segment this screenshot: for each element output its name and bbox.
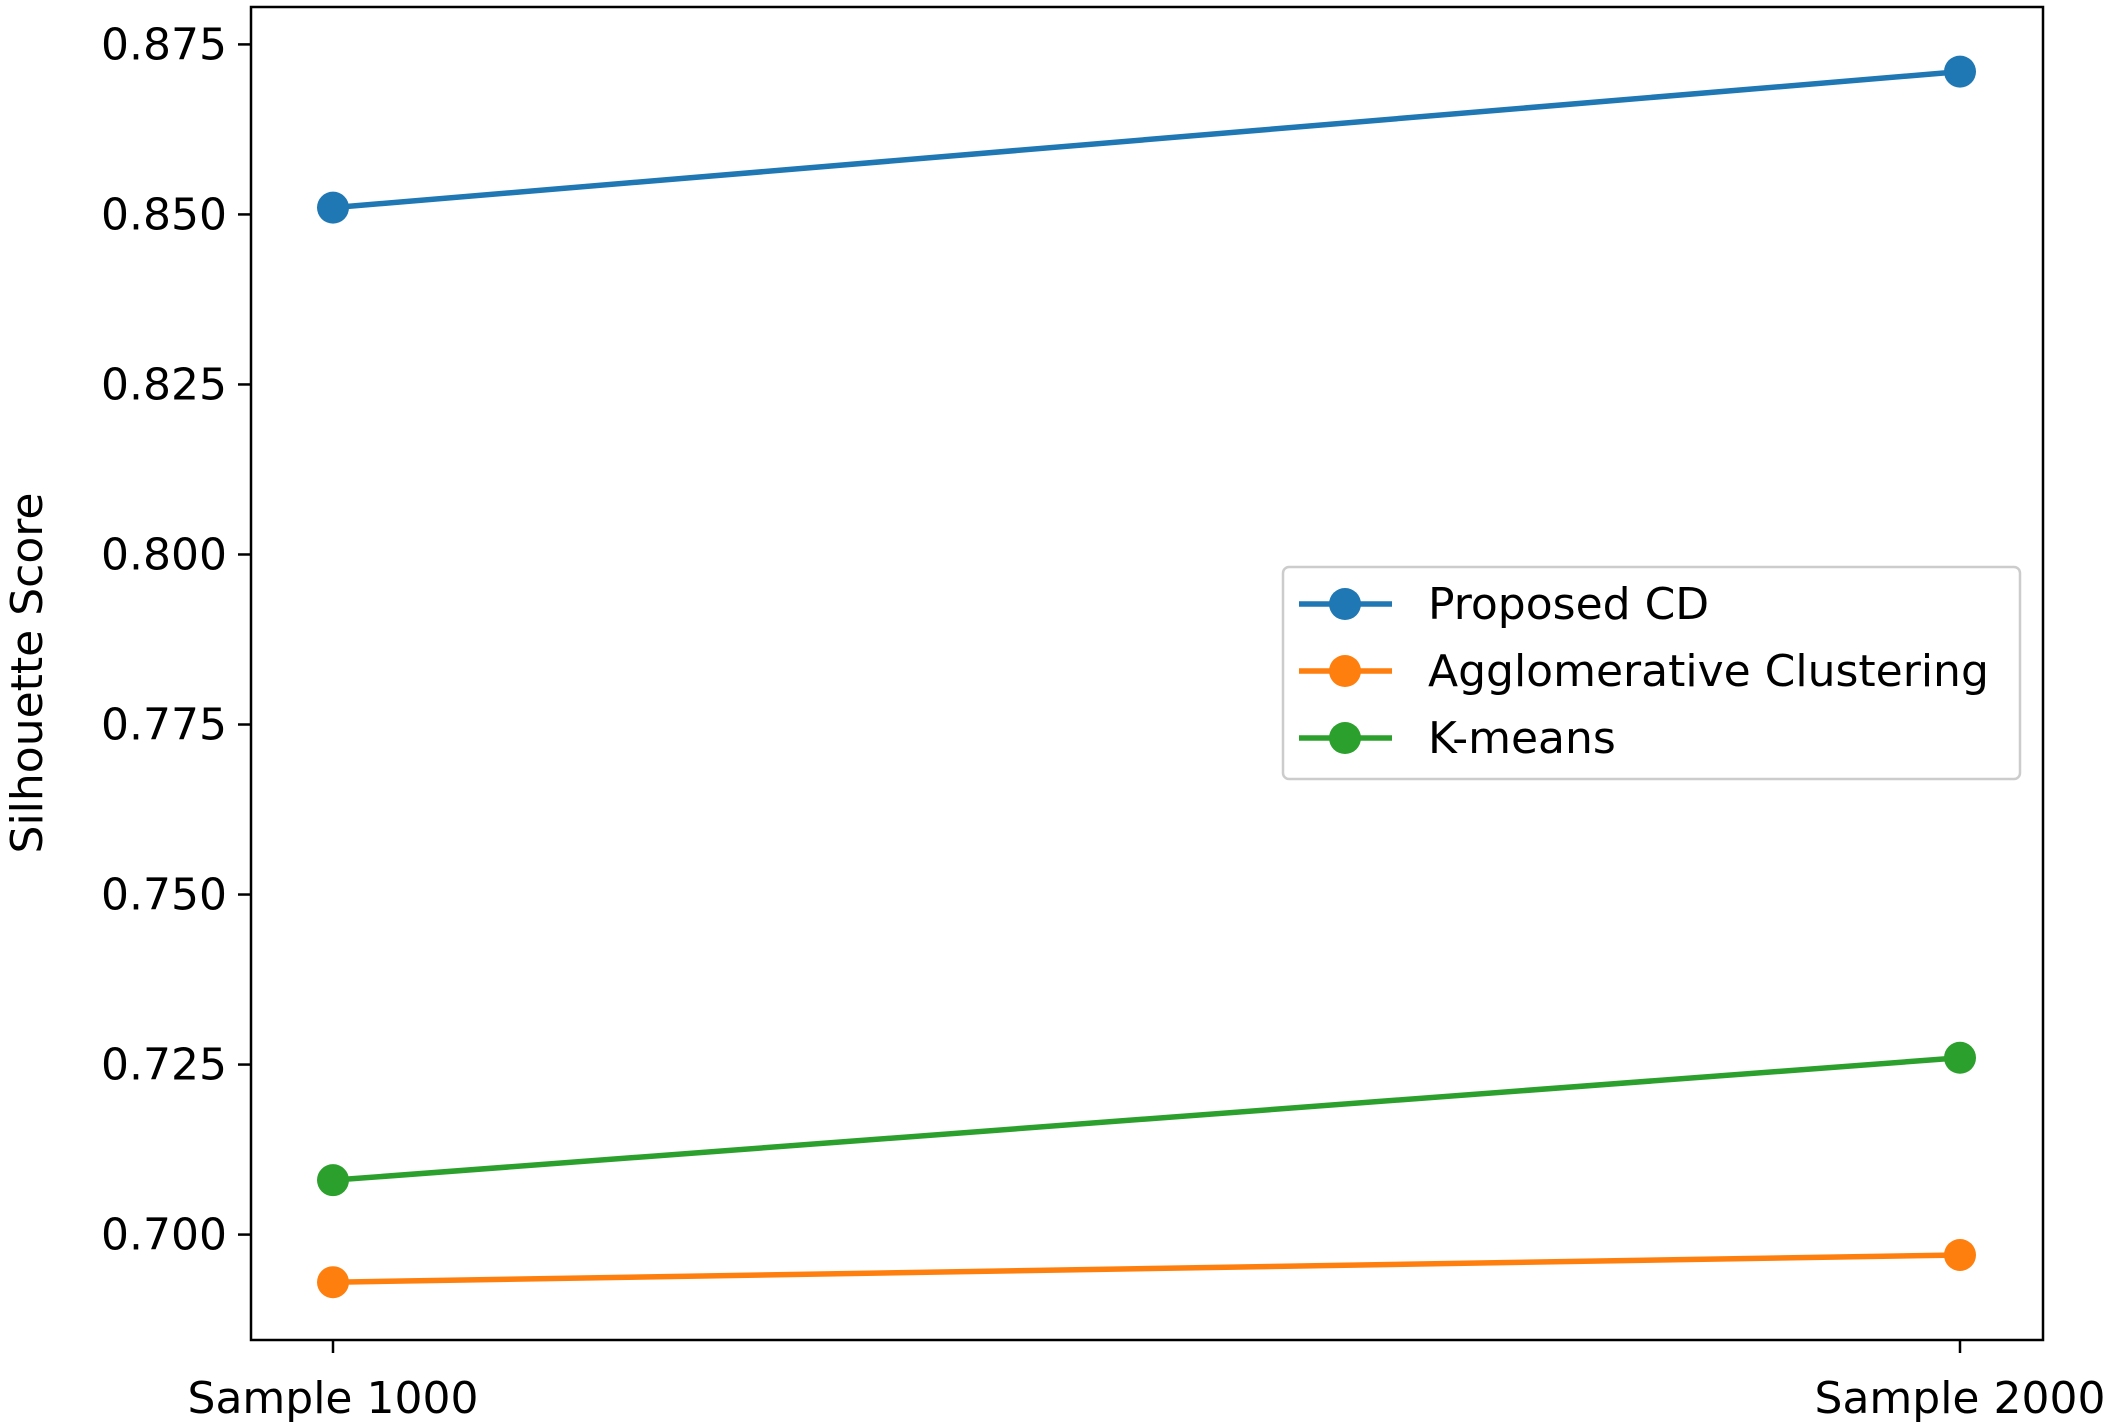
series-2 <box>317 1041 1976 1197</box>
x-tick-label: Sample 1000 <box>188 1373 479 1424</box>
data-point <box>1944 1041 1976 1074</box>
data-point <box>317 191 349 224</box>
y-axis-title: Silhouette Score <box>2 493 53 854</box>
data-point <box>317 1164 349 1197</box>
y-tick-label: 0.775 <box>101 700 227 751</box>
y-tick-label: 0.875 <box>101 19 227 70</box>
legend-marker <box>1329 722 1361 754</box>
data-point <box>1944 55 1976 88</box>
legend-label: Proposed CD <box>1428 579 1709 630</box>
y-axis: 0.700 0.725 0.750 0.775 0.800 0.825 0.850 0.875 <box>101 19 251 1261</box>
legend-frame <box>1281 565 2022 781</box>
legend-marker <box>1329 655 1361 687</box>
y-tick-label: 0.700 <box>101 1210 227 1261</box>
series-line <box>332 1055 1961 1183</box>
y-tick-label: 0.725 <box>101 1040 227 1091</box>
plot-frame <box>249 5 2045 1342</box>
y-tick-label: 0.850 <box>101 189 227 240</box>
series-1 <box>317 1238 1976 1299</box>
legend-label: K-means <box>1428 713 1616 764</box>
legend: Proposed CD Agglomerative Clustering K-mea… <box>1281 565 2022 781</box>
legend-item: Agglomerative Clustering <box>1299 646 1989 697</box>
y-tick-label: 0.800 <box>101 529 227 580</box>
series-layer <box>317 55 1976 1299</box>
data-point <box>1944 1238 1976 1271</box>
series-line <box>332 1252 1961 1285</box>
legend-marker <box>1329 588 1361 620</box>
series-line <box>332 68 1961 211</box>
data-point <box>317 1266 349 1299</box>
y-tick-label: 0.750 <box>101 870 227 921</box>
series-0 <box>317 55 1976 224</box>
legend-item: K-means <box>1299 713 1616 764</box>
legend-item: Proposed CD <box>1299 579 1709 630</box>
legend-label: Agglomerative Clustering <box>1428 646 1989 697</box>
y-tick-label: 0.825 <box>101 359 227 410</box>
x-tick-label: Sample 2000 <box>1815 1373 2106 1424</box>
x-axis: Sample 1000 Sample 2000 <box>188 1340 2106 1424</box>
